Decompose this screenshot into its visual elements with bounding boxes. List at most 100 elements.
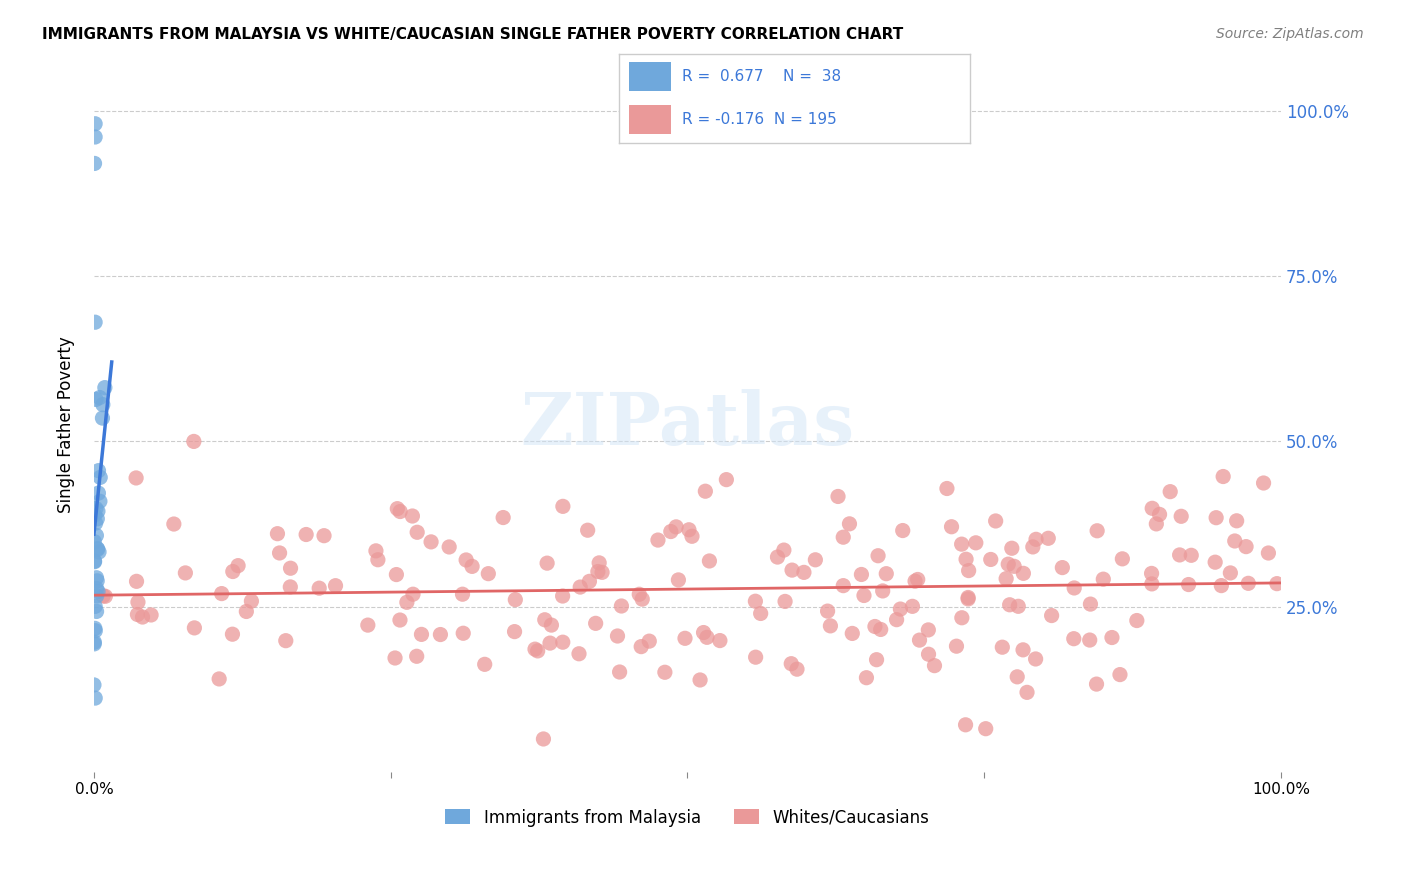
Point (628, 587, 651, 601)
Point (389, 504, 412, 518)
Point (588, 556, 610, 570)
Point (709, 633, 731, 648)
Point (1180, 549, 1202, 563)
Point (699, 554, 721, 568)
Point (84, 117, 107, 131)
Point (606, 629, 628, 643)
Point (83, 678, 105, 692)
Point (269, 546, 291, 560)
Point (1140, 577, 1163, 591)
Point (838, 516, 860, 531)
Point (817, 604, 839, 618)
Point (1265, 576, 1288, 591)
Point (411, 627, 433, 641)
Point (1126, 614, 1149, 628)
Point (904, 574, 927, 589)
Point (278, 580, 301, 594)
Point (659, 524, 682, 539)
Point (997, 557, 1019, 571)
Point (1063, 581, 1085, 595)
Point (1012, 566, 1035, 581)
Point (551, 635, 574, 649)
Point (1040, 608, 1063, 623)
Point (87, 486, 110, 500)
Point (766, 550, 789, 565)
Point (793, 566, 815, 580)
Point (1002, 559, 1025, 574)
Point (780, 563, 803, 577)
Point (86, 604, 108, 618)
Point (891, 524, 914, 538)
Point (1080, 597, 1102, 611)
Point (744, 594, 766, 608)
Point (1085, 677, 1108, 691)
Point (125, 574, 148, 589)
Point (832, 579, 855, 593)
Point (139, 607, 162, 622)
Point (1063, 632, 1085, 646)
Point (1144, 516, 1167, 531)
Point (86, 541, 108, 556)
Point (406, 525, 429, 540)
Point (984, 514, 1007, 528)
Point (886, 613, 908, 627)
Point (89, 391, 111, 405)
Point (941, 520, 963, 534)
Point (1257, 546, 1279, 560)
Point (998, 598, 1021, 612)
Point (1253, 475, 1275, 490)
Point (780, 657, 803, 671)
Point (578, 574, 600, 589)
Point (1025, 533, 1047, 547)
Point (401, 508, 423, 523)
Point (266, 526, 288, 541)
Point (477, 566, 499, 581)
Point (673, 632, 696, 646)
Point (1226, 514, 1249, 528)
Point (868, 549, 890, 563)
Point (955, 552, 977, 566)
Point (91, 411, 114, 425)
Point (183, 434, 205, 449)
Point (387, 501, 409, 516)
Point (950, 537, 973, 551)
Point (87, 464, 110, 478)
Point (131, 610, 153, 624)
Point (1211, 579, 1233, 593)
Text: R = -0.176  N = 195: R = -0.176 N = 195 (682, 112, 837, 127)
Point (1149, 508, 1171, 522)
Point (84, 691, 107, 706)
Point (678, 523, 700, 537)
Point (1204, 555, 1226, 569)
Point (908, 633, 931, 648)
Point (773, 543, 796, 558)
Point (869, 623, 891, 637)
Point (456, 553, 478, 567)
Point (524, 642, 547, 657)
Point (226, 558, 249, 573)
Point (957, 591, 980, 605)
FancyBboxPatch shape (630, 105, 672, 134)
Point (83, 156, 105, 170)
Point (429, 627, 451, 641)
Point (312, 529, 335, 543)
Point (1219, 566, 1241, 580)
Point (540, 618, 562, 632)
Point (1085, 524, 1108, 538)
Point (538, 636, 561, 650)
Point (1170, 509, 1192, 524)
Text: R =  0.677    N =  38: R = 0.677 N = 38 (682, 70, 841, 84)
Point (526, 644, 548, 658)
Point (222, 565, 245, 579)
Point (917, 647, 939, 661)
Point (957, 591, 980, 606)
Point (325, 579, 347, 593)
Point (364, 544, 387, 558)
Point (689, 673, 711, 687)
Point (1140, 566, 1163, 581)
Point (86, 528, 108, 542)
Point (174, 566, 197, 580)
Point (274, 633, 297, 648)
Point (1140, 501, 1163, 516)
Point (863, 619, 886, 633)
